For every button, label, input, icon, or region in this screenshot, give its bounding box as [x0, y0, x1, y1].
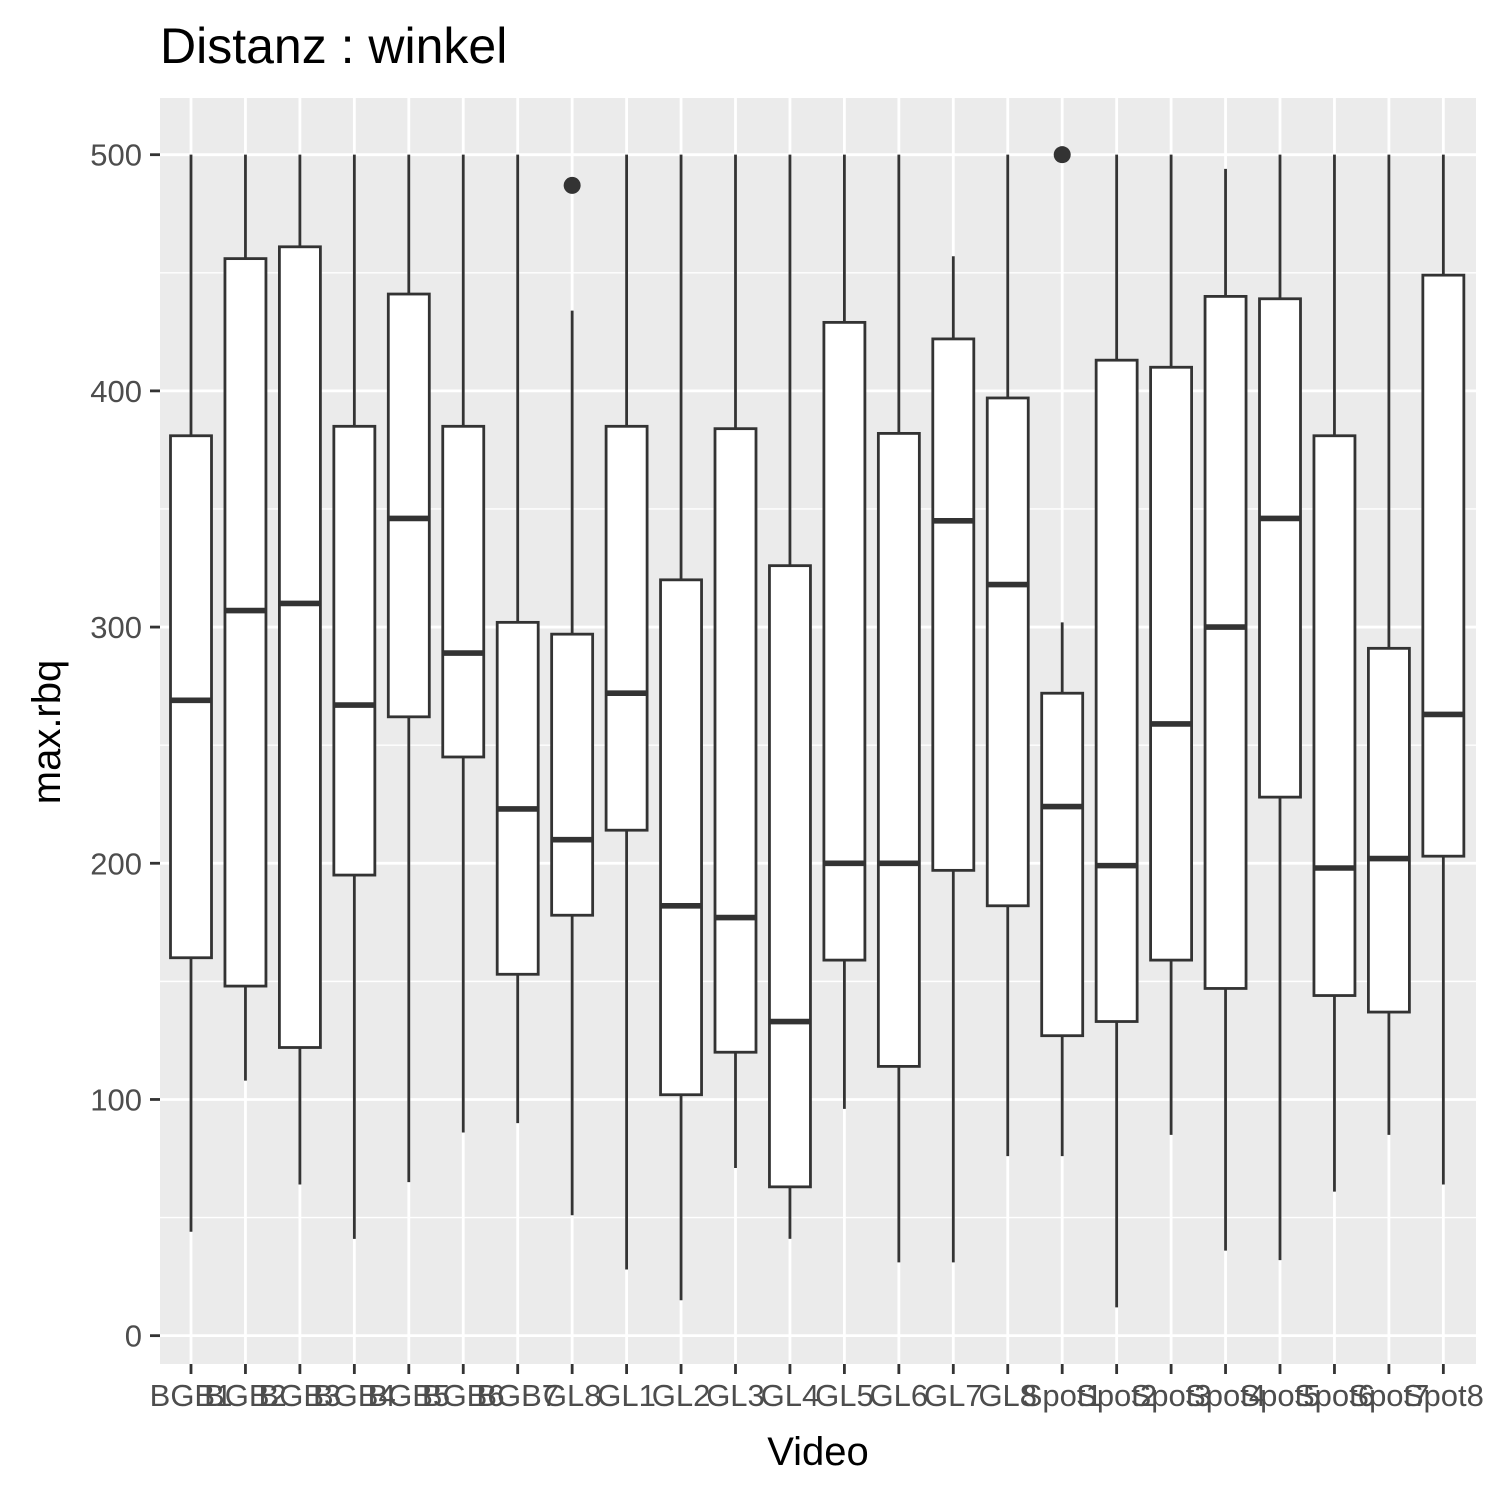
box-spot8 — [1421, 154, 1466, 1185]
x-tick-label: BGB3 — [259, 1378, 342, 1413]
box-bgb7 — [495, 154, 540, 1124]
x-tick-label: GL1 — [597, 1378, 656, 1413]
x-tick-label: BGB2 — [204, 1378, 287, 1413]
box-bgb1 — [169, 154, 213, 1232]
x-tick-label: GL3 — [706, 1378, 765, 1413]
outlier-point — [563, 176, 581, 194]
box-spot2 — [1094, 154, 1139, 1308]
box-bgb2 — [223, 154, 268, 1081]
iqr-box — [550, 632, 595, 917]
box-gl1 — [604, 154, 649, 1270]
x-tick-label: GL6 — [870, 1378, 929, 1413]
x-tick-label: Spot3 — [1131, 1378, 1212, 1413]
y-tick-label: 200 — [90, 846, 142, 881]
iqr-box — [386, 292, 431, 719]
x-tick-label: BGB4 — [313, 1378, 396, 1413]
box-gl7 — [931, 256, 976, 1263]
box-gl3 — [713, 154, 758, 1168]
iqr-box — [441, 424, 486, 759]
box-bgb5 — [386, 154, 431, 1183]
x-tick-label: GL7 — [924, 1378, 983, 1413]
box-bgb6 — [441, 154, 486, 1133]
x-axis-title: Video — [767, 1430, 869, 1474]
plot-panel — [160, 98, 1476, 1364]
iqr-box — [713, 427, 758, 1054]
iqr-box — [1149, 365, 1193, 962]
x-tick-label: Spot6 — [1294, 1378, 1375, 1413]
y-tick-label: 300 — [90, 610, 142, 645]
y-tick-label: 100 — [90, 1082, 142, 1117]
box-spot1 — [1040, 146, 1085, 1157]
x-tick-label: GL8 — [543, 1378, 602, 1413]
box-bgb4 — [332, 154, 377, 1239]
x-tick-label: Spot2 — [1076, 1378, 1157, 1413]
box-gl6 — [876, 154, 921, 1263]
iqr-box — [1040, 691, 1085, 1038]
box-spot3 — [1149, 154, 1193, 1135]
x-tick-label: Spot4 — [1185, 1378, 1266, 1413]
box-spot4 — [1203, 168, 1248, 1251]
x-tick-label: Spot7 — [1348, 1378, 1429, 1413]
iqr-box — [1367, 646, 1411, 1014]
iqr-box — [277, 245, 322, 1049]
y-tick-label: 500 — [90, 138, 142, 173]
iqr-box — [822, 320, 867, 962]
iqr-box — [1203, 295, 1248, 990]
iqr-box — [1258, 297, 1302, 799]
y-axis-title: max.rbq — [25, 660, 69, 805]
iqr-box — [1312, 434, 1357, 997]
box-gl2 — [659, 154, 703, 1301]
iqr-box — [332, 424, 377, 877]
iqr-box — [169, 434, 213, 960]
box-spot6 — [1312, 154, 1357, 1192]
x-tick-label: GL5 — [815, 1378, 874, 1413]
x-tick-label: BGB5 — [367, 1378, 450, 1413]
x-tick-label: BGB6 — [422, 1378, 505, 1413]
y-tick-label: 0 — [125, 1319, 142, 1354]
iqr-box — [876, 431, 921, 1068]
iqr-box — [768, 564, 812, 1189]
x-tick-label: Spot8 — [1403, 1378, 1484, 1413]
iqr-box — [223, 257, 268, 988]
box-bgb3 — [277, 154, 322, 1185]
x-tick-label: GL8 — [978, 1378, 1037, 1413]
x-tick-label: Spot1 — [1022, 1378, 1103, 1413]
iqr-box — [985, 396, 1030, 908]
chart-title: Distanz : winkel — [160, 18, 507, 74]
x-tick-label: GL2 — [652, 1378, 711, 1413]
iqr-box — [495, 620, 540, 976]
box-spot5 — [1258, 154, 1302, 1261]
iqr-box — [1094, 358, 1139, 1023]
x-tick-label: BGB1 — [150, 1378, 233, 1413]
box-spot7 — [1367, 154, 1411, 1135]
iqr-box — [931, 337, 976, 872]
box-gl8 — [985, 154, 1030, 1157]
box-gl4 — [768, 154, 812, 1239]
iqr-box — [659, 578, 703, 1097]
x-tick-label: Spot5 — [1239, 1378, 1320, 1413]
iqr-box — [1421, 273, 1466, 858]
x-tick-label: GL4 — [761, 1378, 820, 1413]
box-gl8 — [550, 176, 595, 1216]
x-tick-label: BGB7 — [476, 1378, 559, 1413]
y-tick-label: 400 — [90, 374, 142, 409]
iqr-box — [604, 424, 649, 832]
box-gl5 — [822, 154, 867, 1109]
outlier-point — [1053, 146, 1071, 164]
